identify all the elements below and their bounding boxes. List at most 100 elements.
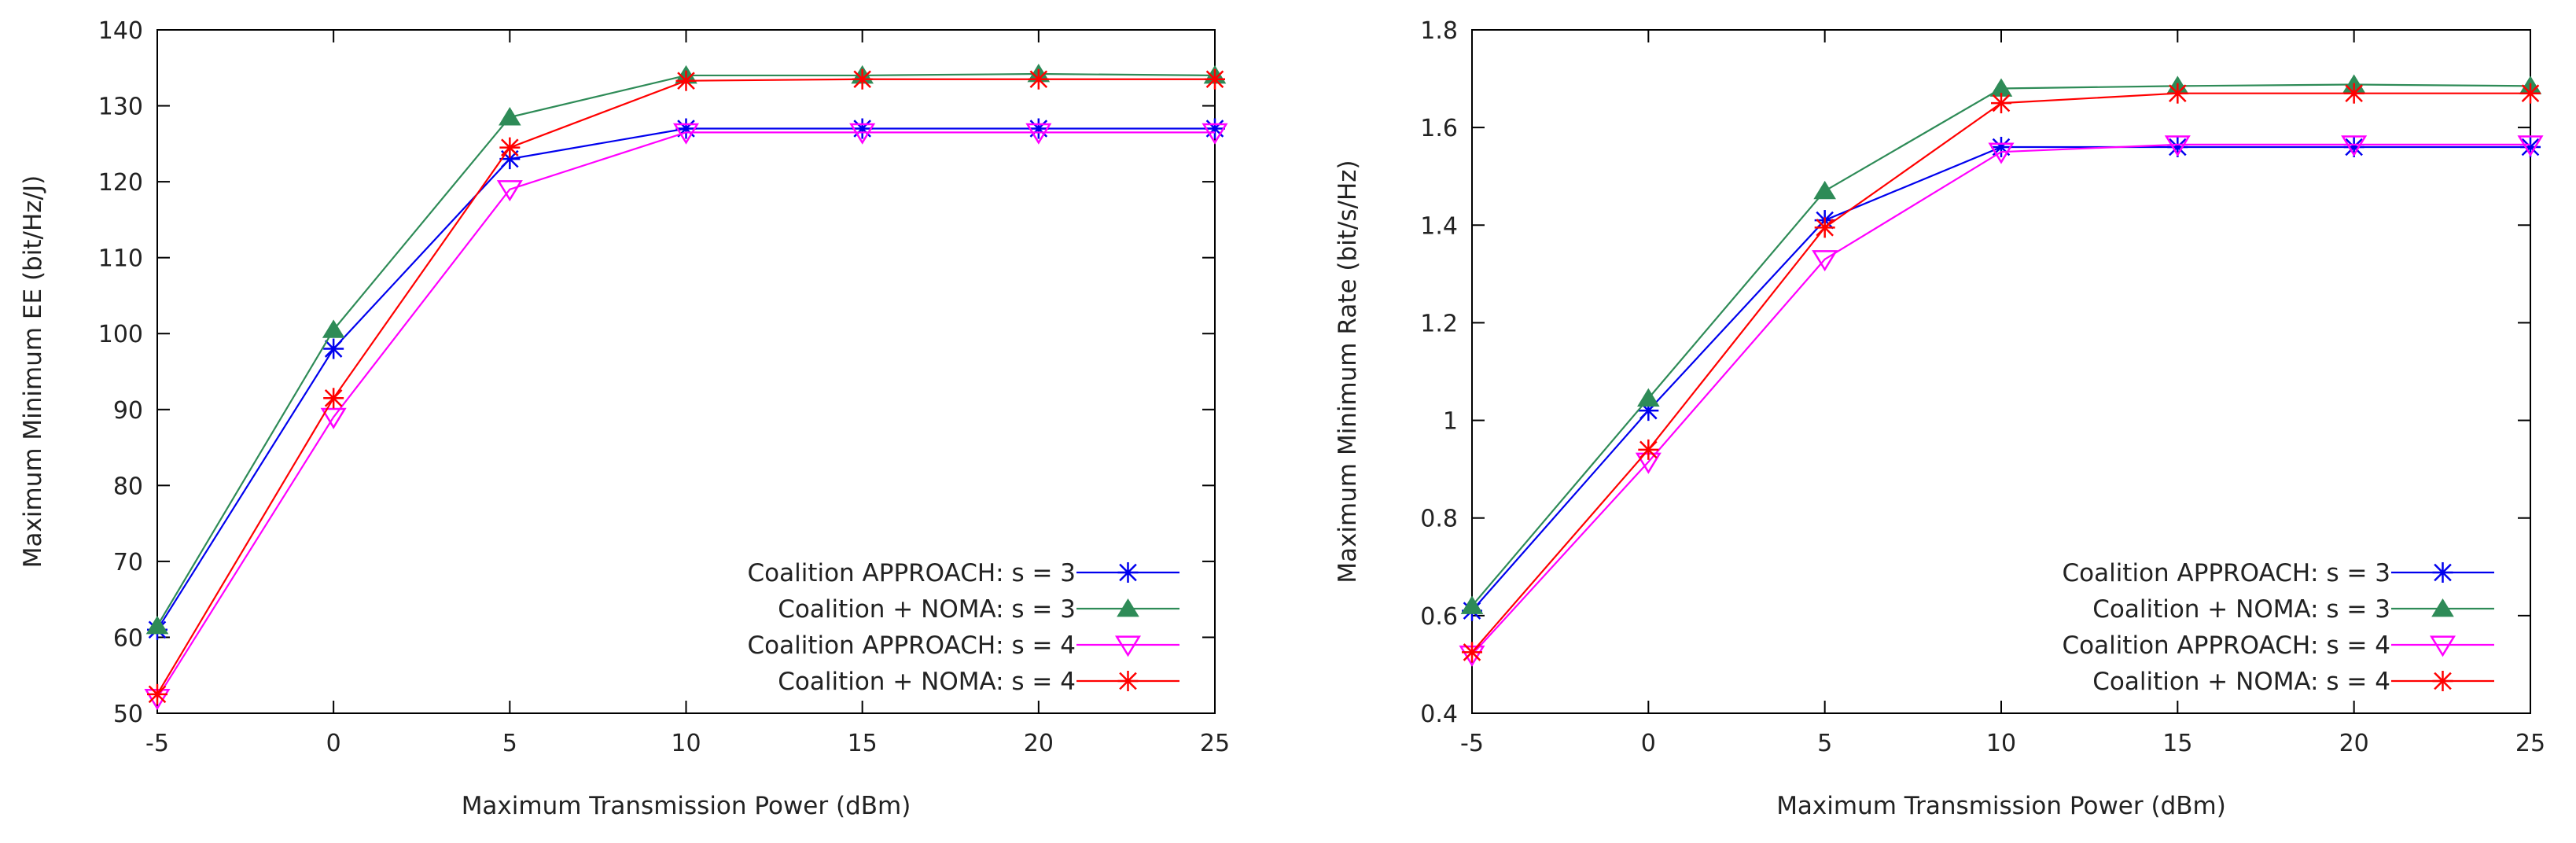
data-point xyxy=(323,338,344,359)
x-tick-label: 10 xyxy=(1986,730,2016,757)
data-point xyxy=(1813,180,1836,200)
data-point xyxy=(320,407,347,429)
legend-label: Coalition APPROACH: s = 3 xyxy=(747,559,1076,587)
data-point xyxy=(675,118,697,139)
x-tick-label: 25 xyxy=(1200,730,1230,757)
data-point xyxy=(1638,439,1659,460)
x-tick-label: -5 xyxy=(145,730,169,757)
series-3 xyxy=(1459,135,2544,667)
legend-item: Coalition + NOMA: s = 3 xyxy=(2092,595,2494,624)
legend-marker xyxy=(2429,635,2456,657)
x-tick-label: 20 xyxy=(1024,730,1054,757)
y-tick-label: 70 xyxy=(113,549,143,576)
data-point xyxy=(323,388,344,409)
data-point xyxy=(1991,93,2011,114)
data-point xyxy=(1991,136,2011,157)
data-point xyxy=(1988,142,2015,164)
y-tick-label: 60 xyxy=(113,624,143,652)
y-tick-label: 1.6 xyxy=(1420,115,1458,142)
y-tick-label: 0.8 xyxy=(1420,506,1458,533)
x-axis-label: Maximum Transmission Power (dBm) xyxy=(462,792,911,820)
legend-label: Coalition APPROACH: s = 4 xyxy=(747,631,1076,660)
x-axis-label: Maximum Transmission Power (dBm) xyxy=(1776,792,2226,820)
x-tick-label: 15 xyxy=(848,730,878,757)
y-tick-label: 100 xyxy=(98,321,143,348)
series-2 xyxy=(145,64,1227,635)
series-4 xyxy=(1462,83,2541,663)
legend-marker xyxy=(1117,598,1139,617)
x-tick-label: 25 xyxy=(2515,730,2545,757)
x-tick-label: 5 xyxy=(1817,730,1832,757)
y-tick-label: 50 xyxy=(113,701,143,728)
data-point xyxy=(672,123,700,145)
data-point xyxy=(499,107,521,126)
legend-item: Coalition + NOMA: s = 4 xyxy=(778,668,1179,696)
legend-marker xyxy=(2431,598,2454,617)
legend-marker xyxy=(2432,671,2453,691)
y-tick-label: 140 xyxy=(98,17,143,45)
y-tick-label: 1.2 xyxy=(1420,310,1458,337)
legend: Coalition APPROACH: s = 3 Coalition + NOM… xyxy=(747,559,1179,696)
data-point xyxy=(852,118,873,139)
y-tick-label: 80 xyxy=(113,473,143,500)
data-point xyxy=(852,68,873,90)
legend-marker xyxy=(1117,671,1139,691)
series-line xyxy=(156,72,1216,627)
y-tick-label: 90 xyxy=(113,397,143,425)
legend-item: Coalition APPROACH: s = 4 xyxy=(747,631,1179,660)
y-tick-label: 1 xyxy=(1443,408,1458,436)
data-point xyxy=(675,70,697,91)
data-point xyxy=(1812,250,1838,272)
y-tick-label: 1.4 xyxy=(1420,212,1458,240)
chart-ee: -5 0 5 10 15 20 25 50 60 70 80 90 100 110 120 130 140 Max… xyxy=(19,17,1230,820)
legend-item: Coalition APPROACH: s = 3 xyxy=(2062,559,2494,587)
data-point xyxy=(1989,78,2013,97)
legend: Coalition APPROACH: s = 3 Coalition + NOM… xyxy=(2062,559,2494,696)
data-point xyxy=(1028,68,1049,90)
data-point xyxy=(1202,123,1228,145)
data-point xyxy=(2341,135,2368,157)
data-point xyxy=(849,123,876,145)
data-point xyxy=(2343,83,2364,104)
data-point xyxy=(2517,135,2544,157)
legend-item: Coalition APPROACH: s = 3 xyxy=(747,559,1179,587)
data-point xyxy=(1637,388,1660,407)
series-1 xyxy=(1462,136,2541,621)
legend-item: Coalition + NOMA: s = 4 xyxy=(2092,668,2494,696)
data-point xyxy=(322,319,345,338)
data-point xyxy=(1205,68,1225,90)
data-point xyxy=(1462,642,1482,663)
data-point xyxy=(145,615,169,635)
chart-rate: -5 0 5 10 15 20 25 0.4 0.6 0.8 1 1.2 1.4 1.6 1.8 Maximu… xyxy=(1334,17,2545,820)
y-tick-label: 1.8 xyxy=(1420,17,1458,45)
data-point xyxy=(1025,123,1052,145)
x-tick-label: 10 xyxy=(671,730,701,757)
legend-marker xyxy=(1117,562,1139,583)
legend-label: Coalition + NOMA: s = 4 xyxy=(778,668,1076,696)
legend-marker xyxy=(1114,635,1142,657)
data-point xyxy=(2343,136,2364,157)
series-line xyxy=(156,131,1215,699)
series-line xyxy=(1471,143,2530,656)
legend-label: Coalition + NOMA: s = 3 xyxy=(778,595,1076,624)
series-4 xyxy=(147,68,1225,705)
x-tick-label: -5 xyxy=(1460,730,1484,757)
legend-label: Coalition APPROACH: s = 4 xyxy=(2062,631,2390,660)
data-point xyxy=(2167,83,2188,104)
y-axis-label: Maximum Minimum EE (bit/Hz/J) xyxy=(19,175,47,568)
data-point xyxy=(1460,595,1484,614)
y-tick-label: 110 xyxy=(98,245,143,273)
y-tick-label: 130 xyxy=(98,94,143,121)
data-point xyxy=(496,180,523,202)
x-tick-label: 0 xyxy=(326,730,341,757)
y-axis-label: Maximum Minimum Rate (bit/s/Hz) xyxy=(1334,160,1362,583)
legend-label: Coalition + NOMA: s = 3 xyxy=(2092,595,2390,624)
legend-marker xyxy=(2432,562,2453,583)
data-point xyxy=(499,137,521,158)
y-tick-label: 120 xyxy=(98,169,143,197)
legend-label: Coalition APPROACH: s = 3 xyxy=(2062,559,2390,587)
data-point xyxy=(1028,118,1049,139)
data-point xyxy=(147,683,167,705)
x-tick-label: 5 xyxy=(502,730,517,757)
